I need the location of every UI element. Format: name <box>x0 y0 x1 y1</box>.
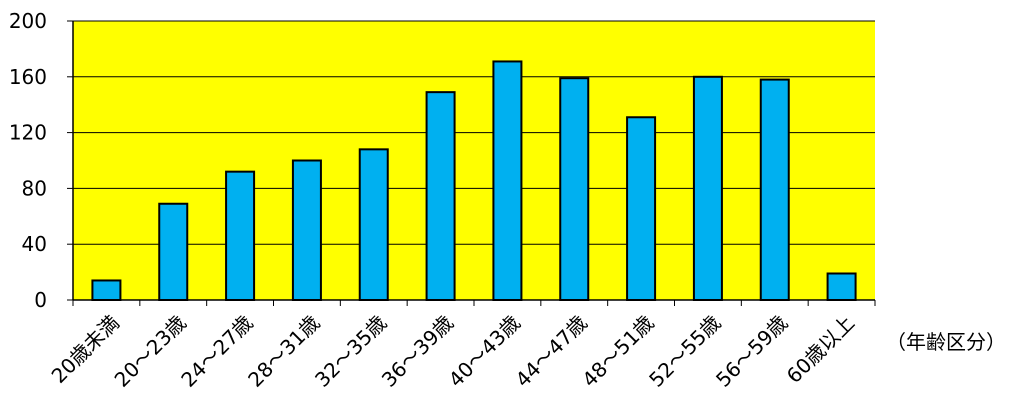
gridlines <box>73 20 875 245</box>
bar <box>559 77 590 301</box>
bar <box>291 159 322 301</box>
x-tick-label: 56～59歳 <box>711 311 792 392</box>
y-tick-label: 120 <box>9 121 47 145</box>
bar <box>425 91 456 301</box>
y-tick-labels: 0 40 80 120 160 200 <box>9 9 73 312</box>
bar <box>826 272 857 301</box>
bar <box>626 116 657 301</box>
y-tick-label: 160 <box>9 65 47 89</box>
x-tick-labels: 20歳未満20～23歳24～27歳28～31歳32～35歳36～39歳40～43… <box>47 311 860 392</box>
x-axis-label: （年齢区分） <box>886 330 1006 354</box>
bar <box>158 202 189 301</box>
plot-area <box>73 21 875 300</box>
x-tick-label: 60歳以上 <box>782 311 859 388</box>
x-tick-label: 36～39歳 <box>377 311 458 392</box>
bar <box>225 170 256 301</box>
bar <box>759 78 790 301</box>
y-tick-label: 0 <box>34 288 47 312</box>
x-tick-label: 44～47歳 <box>511 311 592 392</box>
bar <box>692 75 723 301</box>
bar <box>91 279 122 302</box>
x-tick-label: 40～43歳 <box>444 311 525 392</box>
x-tick-label: 32～35歳 <box>310 311 391 392</box>
x-tick-label: 28～31歳 <box>243 311 324 392</box>
bars <box>91 60 857 302</box>
x-tick-label: 48～51歳 <box>577 311 658 392</box>
y-tick-label: 200 <box>9 9 47 33</box>
y-tick-label: 80 <box>22 176 47 200</box>
x-tick-label: 52～55歳 <box>644 311 725 392</box>
bar <box>358 148 389 301</box>
x-tick-label: 24～27歳 <box>176 311 257 392</box>
bar <box>492 60 523 301</box>
axes <box>72 21 876 306</box>
x-tick-label: 20～23歳 <box>110 311 191 392</box>
y-tick-label: 40 <box>22 232 47 256</box>
